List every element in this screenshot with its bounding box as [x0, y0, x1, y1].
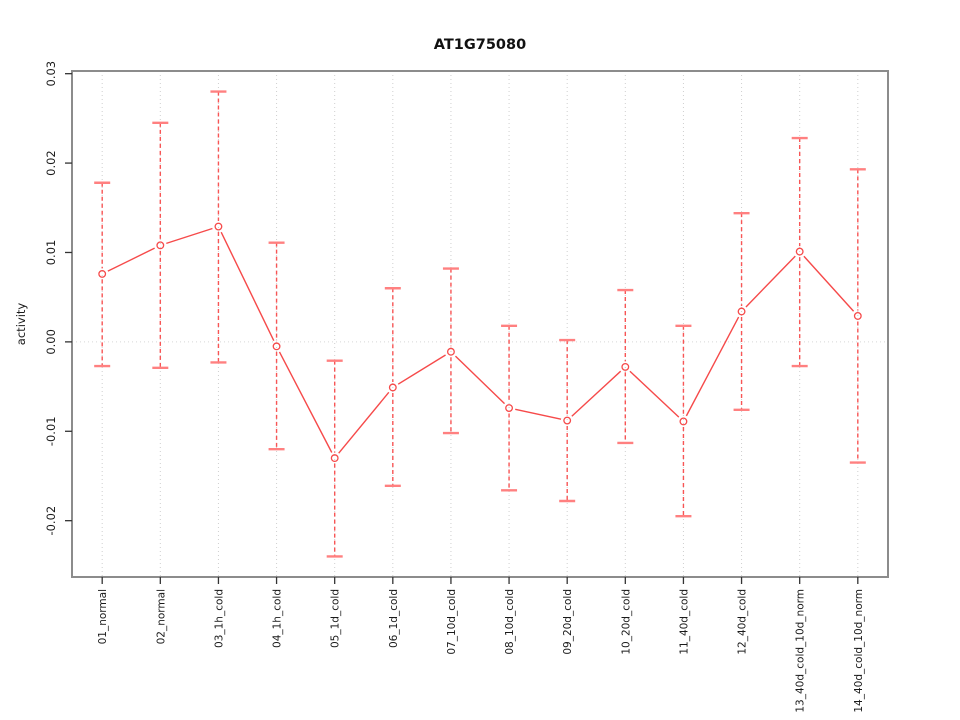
- series-line-segment: [515, 408, 562, 420]
- series-line-segment: [803, 255, 855, 312]
- series-line-segment: [571, 370, 622, 417]
- y-tick-label: 0.02: [44, 150, 58, 176]
- x-tick-label: 04_1h_cold: [272, 589, 284, 648]
- data-point-marker: [737, 307, 746, 316]
- x-tick-label: 02_normal: [155, 589, 167, 644]
- series-line-segment: [745, 255, 796, 308]
- data-point-marker: [621, 362, 630, 371]
- data-point-marker: [505, 404, 514, 412]
- data-point-marker: [563, 416, 572, 425]
- data-point-marker: [388, 383, 397, 392]
- chart-title: AT1G75080: [434, 37, 526, 53]
- data-point-marker: [330, 454, 339, 463]
- data-point-marker: [156, 241, 165, 250]
- series-line-segment: [166, 227, 213, 245]
- y-tick-label: 0.01: [44, 240, 58, 266]
- x-tick-label: 01_normal: [97, 589, 109, 644]
- series-line-segment: [107, 247, 155, 272]
- x-tick-label: 10_20d_cold: [620, 589, 632, 655]
- x-tick-label: 14_40d_cold_10d_norm: [853, 589, 865, 713]
- y-axis-title: activity: [14, 303, 28, 346]
- y-tick-label: -0.01: [44, 416, 58, 446]
- data-point-marker: [446, 347, 455, 356]
- data-point-marker: [214, 222, 223, 231]
- data-point-marker: [679, 417, 688, 426]
- data-point-marker: [272, 342, 281, 351]
- x-tick-label: 09_20d_cold: [562, 589, 574, 655]
- x-tick-label: 12_40d_cold: [737, 589, 749, 655]
- data-point-marker: [795, 247, 804, 256]
- x-tick-label: 07_10d_cold: [446, 589, 458, 655]
- series-line-segment: [629, 370, 680, 418]
- series-line-segment: [338, 391, 390, 454]
- plot-area: 0.03 0.02 0.01 0.00 -0.01 -0.02 01_normal 02_no…: [44, 61, 889, 713]
- x-tick-label: 13_40d_cold_10d_norm: [795, 589, 807, 713]
- y-tick-label: 0.03: [44, 61, 58, 87]
- x-tick-label: 11_40d_cold: [678, 589, 690, 655]
- data-point-marker: [853, 312, 862, 320]
- series-line-segment: [685, 316, 740, 417]
- x-tick-label: 03_1h_cold: [213, 589, 225, 648]
- x-tick-label: 06_1d_cold: [388, 589, 400, 648]
- series-line-segment: [397, 354, 446, 385]
- series-line-segment: [454, 355, 506, 405]
- plot-box: [71, 70, 889, 578]
- x-tick-label: 08_10d_cold: [504, 589, 516, 655]
- y-tick-label: 0.00: [44, 329, 58, 355]
- series-line-segment: [278, 351, 333, 453]
- data-point-marker: [98, 269, 107, 278]
- series-line-segment: [220, 231, 275, 341]
- x-tick-label: 05_1d_cold: [330, 589, 342, 648]
- y-tick-label: -0.02: [44, 506, 58, 536]
